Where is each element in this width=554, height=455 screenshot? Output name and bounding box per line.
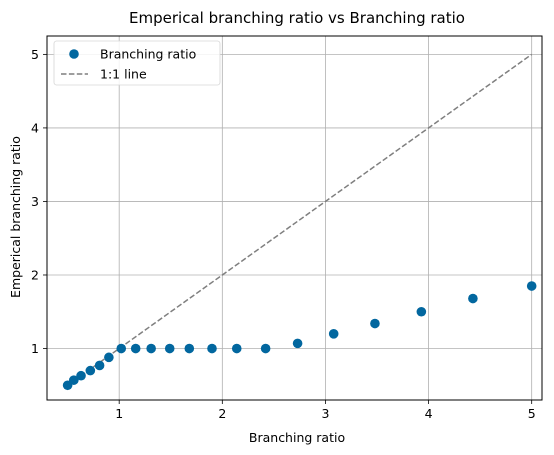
scatter-point xyxy=(328,329,339,339)
scatter-point xyxy=(94,360,105,371)
scatter-point xyxy=(207,343,217,354)
y-tick-label: 4 xyxy=(31,120,39,135)
x-tick-label: 5 xyxy=(528,406,536,421)
y-axis-label: Emperical branching ratio xyxy=(8,136,23,298)
scatter-point xyxy=(416,306,427,317)
scatter-point xyxy=(468,293,478,304)
x-axis-label: Branching ratio xyxy=(249,430,345,445)
scatter-point xyxy=(164,343,175,354)
series-line xyxy=(67,53,533,386)
scatter-point xyxy=(184,343,195,354)
legend: Branching ratio 1:1 line xyxy=(53,40,221,86)
scatter-point xyxy=(370,318,380,329)
x-tick-label: 4 xyxy=(425,406,433,421)
x-tick-label: 2 xyxy=(218,406,226,421)
scatter-point xyxy=(130,343,141,354)
scatter-point xyxy=(76,370,86,381)
y-tick-label: 3 xyxy=(31,194,39,209)
y-tick-label: 2 xyxy=(31,267,39,282)
scatter-point xyxy=(85,365,96,376)
legend-label: 1:1 line xyxy=(100,67,147,82)
legend-box xyxy=(53,40,221,86)
scatter-point xyxy=(69,375,79,385)
legend-marker xyxy=(69,49,79,59)
scatter-point xyxy=(260,343,271,354)
chart-title: Emperical branching ratio vs Branching r… xyxy=(129,9,465,27)
axis-ticks: 1 2 3 4 5 1 2 3 4 5 xyxy=(31,47,536,421)
x-tick-label: 3 xyxy=(321,406,329,421)
scatter-point xyxy=(104,352,114,363)
scatter-point xyxy=(292,338,303,349)
scatter-point xyxy=(231,343,242,354)
scatter-point xyxy=(526,281,537,291)
scatter-point xyxy=(146,343,156,354)
legend-label: Branching ratio xyxy=(100,47,196,62)
x-tick-label: 1 xyxy=(115,406,123,421)
plot-frame xyxy=(46,35,543,401)
scatter-point xyxy=(116,343,127,354)
grid xyxy=(47,36,542,400)
plot-area xyxy=(62,53,537,391)
y-tick-label: 1 xyxy=(31,341,39,356)
y-tick-label: 5 xyxy=(31,47,39,62)
